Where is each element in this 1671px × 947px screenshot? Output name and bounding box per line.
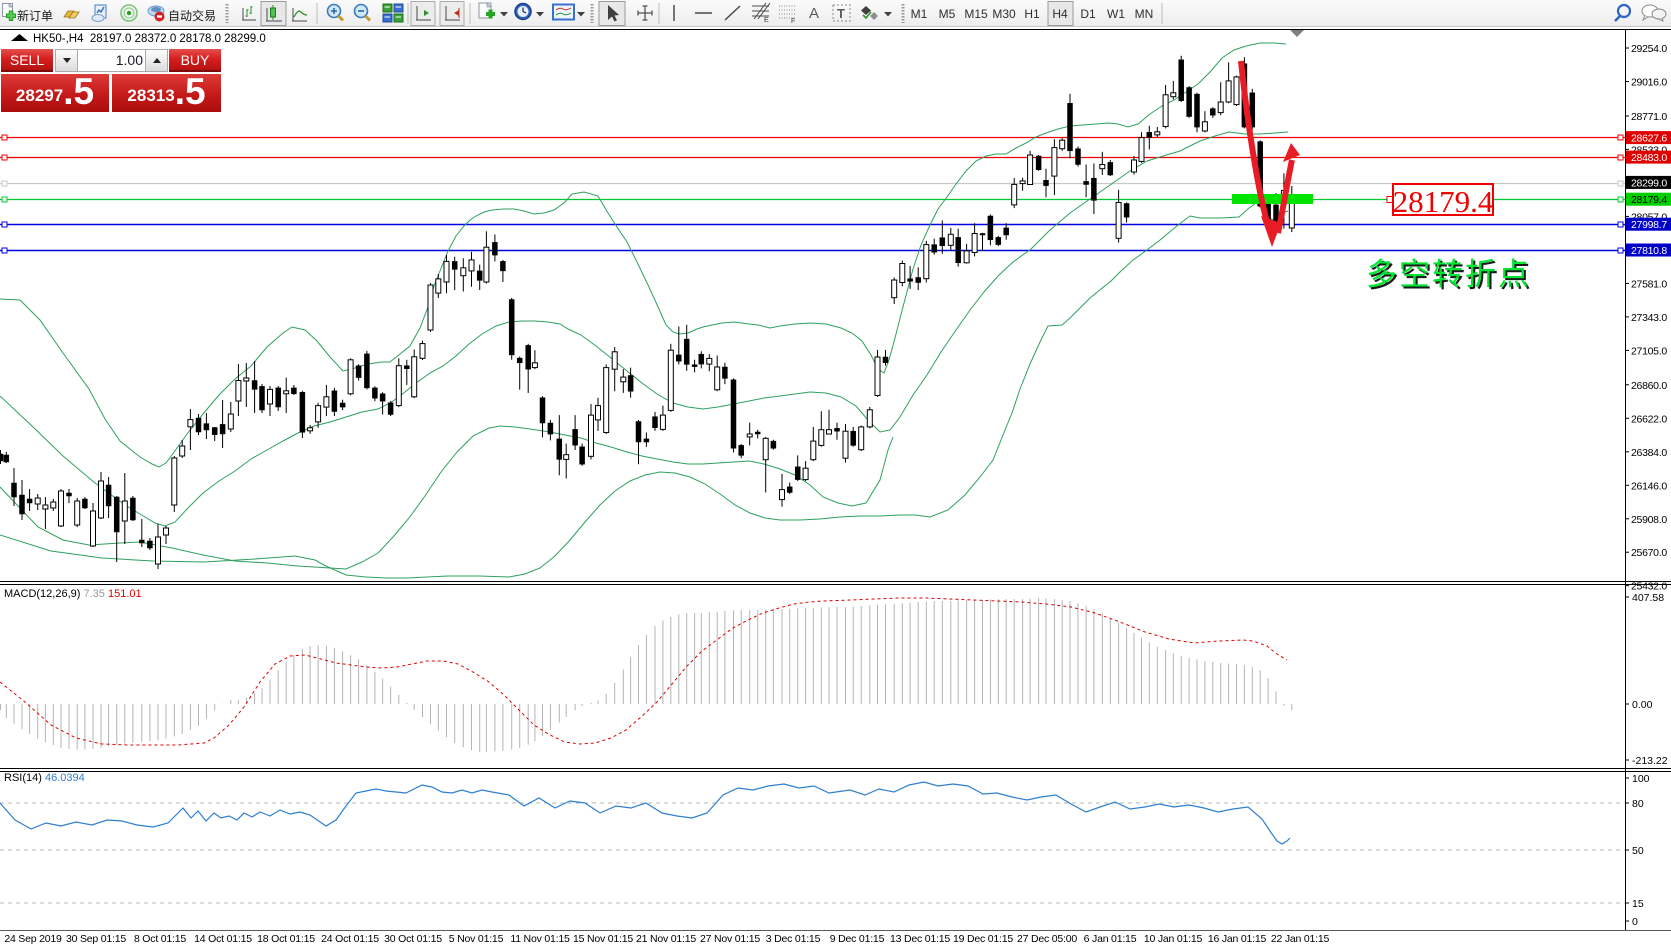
svg-text:6 Jan 01:15: 6 Jan 01:15: [1084, 933, 1137, 945]
svg-text:F: F: [791, 18, 795, 25]
svg-text:13 Dec 01:15: 13 Dec 01:15: [890, 933, 950, 945]
svg-text:27343.0: 27343.0: [1631, 312, 1667, 324]
svg-text:80: 80: [1632, 798, 1644, 810]
svg-text:3 Dec 01:15: 3 Dec 01:15: [766, 933, 821, 945]
svg-text:100: 100: [1632, 773, 1650, 785]
svg-text:A: A: [809, 5, 819, 22]
svg-text:H1: H1: [1024, 7, 1040, 21]
svg-text:29016.0: 29016.0: [1631, 77, 1667, 89]
svg-text:24 Oct 01:15: 24 Oct 01:15: [321, 933, 379, 945]
svg-text:0: 0: [1632, 916, 1638, 928]
svg-text:T: T: [837, 6, 845, 21]
svg-text:-213.22: -213.22: [1632, 755, 1668, 767]
svg-text:0.00: 0.00: [1632, 699, 1653, 711]
svg-text:E: E: [764, 17, 769, 24]
svg-text:8 Oct 01:15: 8 Oct 01:15: [134, 933, 186, 945]
svg-text:28627.6: 28627.6: [1631, 133, 1667, 145]
svg-text:W1: W1: [1107, 7, 1125, 21]
svg-text:27810.8: 27810.8: [1631, 245, 1667, 257]
svg-text:407.58: 407.58: [1632, 592, 1664, 604]
svg-text:MN: MN: [1135, 7, 1154, 21]
svg-text:18 Oct 01:15: 18 Oct 01:15: [257, 933, 315, 945]
svg-text:19 Dec 01:15: 19 Dec 01:15: [953, 933, 1013, 945]
svg-text:25908.0: 25908.0: [1631, 514, 1667, 526]
svg-text:27 Dec 05:00: 27 Dec 05:00: [1017, 933, 1077, 945]
svg-text:多空转折点: 多空转折点: [1366, 257, 1531, 292]
svg-text:27 Nov 01:15: 27 Nov 01:15: [700, 933, 760, 945]
svg-text:24 Sep 2019: 24 Sep 2019: [4, 933, 62, 945]
svg-text:D1: D1: [1080, 7, 1096, 21]
svg-text:MACD(12,26,9) 7.35 151.01: MACD(12,26,9) 7.35 151.01: [4, 588, 142, 600]
svg-text:M30: M30: [992, 7, 1016, 21]
svg-text:M1: M1: [911, 7, 928, 21]
svg-text:29254.0: 29254.0: [1631, 43, 1667, 55]
svg-text:15: 15: [1632, 898, 1644, 910]
svg-text:15 Nov 01:15: 15 Nov 01:15: [573, 933, 633, 945]
svg-text:28771.0: 28771.0: [1631, 111, 1667, 123]
svg-text:26860.0: 26860.0: [1631, 380, 1667, 392]
svg-text:30 Oct 01:15: 30 Oct 01:15: [384, 933, 442, 945]
svg-text:9 Dec 01:15: 9 Dec 01:15: [830, 933, 885, 945]
svg-text:25432.0: 25432.0: [1631, 581, 1667, 593]
svg-text:50: 50: [1632, 845, 1644, 857]
svg-text:27105.0: 27105.0: [1631, 345, 1667, 357]
svg-text:27581.0: 27581.0: [1631, 278, 1667, 290]
svg-text:25670.0: 25670.0: [1631, 547, 1667, 559]
svg-text:26622.0: 26622.0: [1631, 413, 1667, 425]
svg-text:M5: M5: [939, 7, 956, 21]
svg-text:5 Nov 01:15: 5 Nov 01:15: [449, 933, 504, 945]
svg-text:10 Jan 01:15: 10 Jan 01:15: [1144, 933, 1203, 945]
svg-text:28179.4: 28179.4: [1393, 184, 1494, 219]
svg-text:M15: M15: [964, 7, 988, 21]
svg-text:28299.0: 28299.0: [1631, 177, 1667, 189]
svg-text:RSI(14) 46.0394: RSI(14) 46.0394: [4, 772, 85, 784]
svg-text:14 Oct 01:15: 14 Oct 01:15: [194, 933, 252, 945]
svg-text:21 Nov 01:15: 21 Nov 01:15: [636, 933, 696, 945]
svg-text:26384.0: 26384.0: [1631, 447, 1667, 459]
svg-text:28179.4: 28179.4: [1631, 194, 1667, 206]
svg-text:HK50-,H4 28197.0 28372.0 2817: HK50-,H4 28197.0 28372.0 28178.0 28299.0: [33, 33, 266, 45]
svg-text:22 Jan 01:15: 22 Jan 01:15: [1271, 933, 1330, 945]
svg-text:11 Nov 01:15: 11 Nov 01:15: [510, 933, 570, 945]
svg-text:30 Sep 01:15: 30 Sep 01:15: [66, 933, 126, 945]
svg-text:28483.0: 28483.0: [1631, 152, 1667, 164]
svg-text:27998.7: 27998.7: [1631, 219, 1667, 231]
svg-text:26146.0: 26146.0: [1631, 480, 1667, 492]
svg-text:16 Jan 01:15: 16 Jan 01:15: [1208, 933, 1267, 945]
svg-text:H4: H4: [1052, 7, 1068, 21]
